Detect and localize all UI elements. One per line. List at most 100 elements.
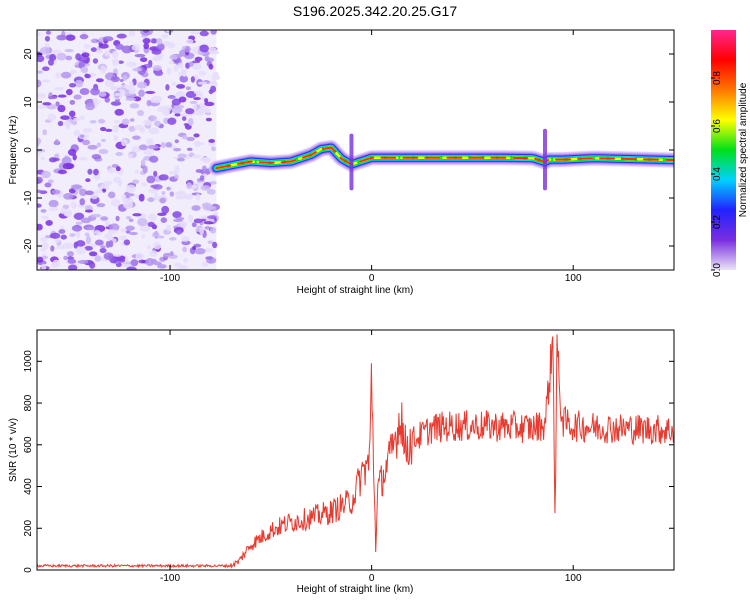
noise-blob — [49, 232, 61, 239]
noise-blob — [65, 34, 76, 41]
noise-blob — [205, 205, 217, 211]
noise-blob — [148, 213, 157, 222]
noise-blob — [206, 189, 216, 195]
noise-blob — [161, 191, 166, 195]
noise-blob — [75, 221, 83, 225]
noise-blob — [69, 233, 76, 237]
noise-blob — [135, 252, 144, 261]
spectrogram-x-tick-label: 100 — [565, 273, 582, 284]
noise-blob — [109, 223, 120, 232]
noise-blob — [37, 70, 43, 74]
noise-blob — [205, 107, 211, 114]
snr-x-tick-label: -100 — [160, 573, 180, 584]
noise-blob — [146, 99, 152, 107]
noise-blob — [53, 86, 65, 91]
noise-blob — [54, 153, 60, 159]
noise-blob — [195, 193, 201, 201]
noise-blob — [49, 53, 57, 62]
noise-blob — [202, 165, 207, 172]
noise-blob — [128, 218, 134, 223]
noise-blob — [201, 261, 209, 267]
noise-blob — [47, 179, 54, 184]
noise-blob — [68, 110, 76, 118]
noise-blob — [37, 55, 45, 63]
noise-blob — [142, 119, 153, 126]
noise-blob — [75, 230, 81, 238]
noise-blob — [157, 235, 165, 239]
noise-blob — [168, 60, 175, 65]
noise-blob — [55, 72, 61, 79]
noise-blob — [181, 116, 187, 121]
noise-blob — [50, 245, 55, 252]
noise-blob — [126, 266, 137, 270]
spectrogram-x-tick-label: -100 — [160, 273, 180, 284]
noise-blob — [40, 156, 45, 161]
noise-blob — [151, 48, 162, 55]
noise-blob — [90, 38, 100, 44]
noise-blob — [54, 139, 59, 146]
noise-blob — [61, 156, 72, 165]
noise-blob — [141, 182, 147, 187]
spectrogram-x-label: Height of straight line (km) — [297, 285, 414, 296]
noise-blob — [173, 64, 179, 72]
noise-blob — [63, 255, 68, 261]
noise-blob — [70, 184, 82, 190]
noise-blob — [182, 246, 187, 253]
noise-blob — [84, 209, 93, 213]
noise-blob — [205, 256, 213, 260]
noise-blob — [90, 87, 100, 96]
noise-blob — [208, 63, 214, 70]
colorbar-tick-label: 0.6 — [712, 119, 723, 133]
noise-blob — [142, 165, 148, 174]
colorbar-tick-label: 0.8 — [712, 71, 723, 85]
noise-blob — [189, 100, 198, 105]
noise-blob — [93, 168, 99, 176]
noise-blob — [37, 189, 43, 193]
noise-blob — [67, 148, 77, 156]
noise-blob — [125, 97, 137, 101]
noise-blob — [202, 158, 211, 164]
noise-blob — [114, 92, 122, 97]
noise-blob — [41, 242, 49, 250]
noise-blob — [169, 191, 175, 197]
noise-blob — [78, 156, 88, 161]
noise-blob — [65, 88, 73, 96]
noise-blob — [185, 38, 194, 44]
noise-blob — [147, 144, 159, 150]
noise-blob — [146, 197, 155, 202]
noise-blob — [48, 206, 59, 212]
noise-blob — [174, 139, 179, 144]
noise-blob — [104, 79, 115, 87]
noise-blob — [77, 203, 88, 208]
noise-blob — [57, 120, 64, 127]
noise-blob — [89, 261, 96, 269]
noise-blob — [208, 47, 217, 54]
noise-blob — [132, 213, 142, 217]
noise-blob — [37, 223, 43, 231]
noise-blob — [63, 211, 71, 217]
noise-blob — [40, 248, 47, 252]
snr-y-tick-label: 400 — [23, 478, 34, 495]
noise-blob — [94, 255, 102, 262]
noise-blob — [175, 195, 186, 200]
noise-blob — [149, 155, 159, 163]
noise-blob — [51, 189, 61, 195]
noise-blob — [57, 94, 67, 98]
noise-blob — [146, 138, 154, 146]
noise-blob — [98, 119, 106, 124]
noise-blob — [41, 263, 47, 270]
noise-blob — [100, 65, 107, 74]
noise-blob — [209, 226, 217, 234]
noise-blob — [46, 104, 58, 110]
noise-blob — [67, 258, 77, 264]
noise-blob — [151, 95, 163, 104]
noise-blob — [121, 139, 128, 147]
noise-blob — [41, 170, 51, 179]
noise-blob — [42, 129, 47, 136]
noise-blob — [185, 90, 197, 99]
noise-blob — [165, 84, 170, 91]
noise-blob — [208, 89, 214, 95]
noise-blob — [186, 136, 195, 142]
noise-blob — [79, 198, 86, 206]
noise-blob — [69, 99, 76, 105]
